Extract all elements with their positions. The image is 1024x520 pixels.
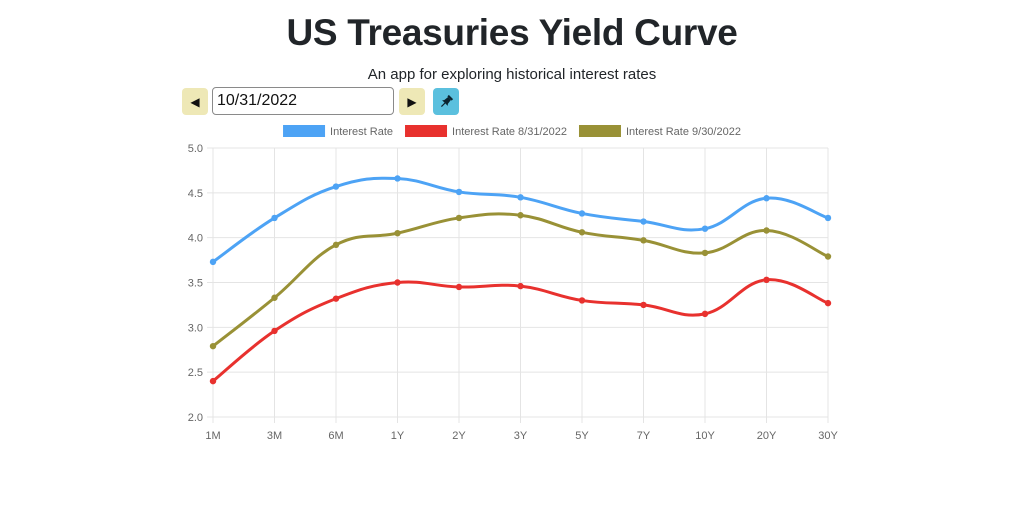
- data-point[interactable]: [824, 299, 832, 307]
- data-point[interactable]: [640, 218, 647, 225]
- previous-date-button[interactable]: ◀: [182, 88, 208, 115]
- legend-swatch: [405, 125, 448, 137]
- data-point[interactable]: [763, 195, 770, 202]
- legend-swatch: [578, 125, 621, 137]
- pin-button[interactable]: [433, 88, 459, 115]
- caret-right-icon: ▶: [407, 94, 417, 109]
- data-point[interactable]: [578, 229, 586, 236]
- x-tick-label: 3M: [267, 430, 282, 442]
- x-tick-label: 5Y: [575, 430, 589, 442]
- x-tick-label: 10Y: [695, 430, 715, 442]
- legend-label: Interest Rate: [330, 126, 393, 138]
- data-point[interactable]: [209, 377, 217, 385]
- data-point[interactable]: [517, 212, 524, 219]
- y-tick-label: 2.0: [188, 412, 203, 424]
- data-point[interactable]: [517, 194, 524, 201]
- x-tick-label: 7Y: [637, 430, 651, 442]
- x-tick-label: 1M: [205, 430, 220, 442]
- data-point[interactable]: [332, 183, 340, 190]
- legend-item[interactable]: Interest Rate: [283, 125, 393, 138]
- data-point[interactable]: [332, 295, 340, 302]
- data-point[interactable]: [640, 301, 647, 309]
- legend-label: Interest Rate 9/30/2022: [626, 126, 741, 138]
- y-tick-label: 2.5: [188, 367, 203, 379]
- x-tick-label: 6M: [328, 430, 343, 442]
- page-title: US Treasuries Yield Curve: [286, 12, 738, 53]
- legend-label: Interest Rate 8/31/2022: [452, 126, 567, 138]
- y-tick-label: 5.0: [188, 143, 203, 155]
- data-point[interactable]: [394, 229, 401, 237]
- x-tick-label: 1Y: [391, 430, 405, 442]
- data-point[interactable]: [332, 241, 340, 249]
- data-point[interactable]: [701, 225, 709, 232]
- y-tick-label: 4.5: [188, 188, 203, 200]
- data-point[interactable]: [209, 258, 217, 266]
- data-point[interactable]: [455, 214, 463, 222]
- data-point[interactable]: [578, 297, 586, 304]
- data-point[interactable]: [209, 342, 217, 350]
- data-point[interactable]: [455, 283, 463, 291]
- data-point[interactable]: [394, 175, 401, 182]
- next-date-button[interactable]: ▶: [399, 88, 425, 115]
- data-point[interactable]: [455, 188, 463, 196]
- legend-item[interactable]: Interest Rate 8/31/2022: [405, 125, 567, 138]
- y-tick-label: 4.0: [188, 233, 203, 245]
- data-point[interactable]: [394, 279, 401, 286]
- x-tick-label: 2Y: [452, 430, 466, 442]
- date-input[interactable]: [212, 87, 394, 115]
- data-point[interactable]: [271, 294, 278, 301]
- data-point[interactable]: [578, 210, 586, 217]
- y-tick-label: 3.0: [188, 322, 203, 334]
- legend-item[interactable]: Interest Rate 9/30/2022: [578, 125, 741, 138]
- data-point[interactable]: [763, 276, 770, 284]
- data-point[interactable]: [517, 282, 524, 290]
- y-tick-label: 3.5: [188, 278, 203, 290]
- page-subtitle: An app for exploring historical interest…: [367, 66, 657, 83]
- x-tick-label: 20Y: [757, 430, 777, 442]
- caret-left-icon: ◀: [190, 94, 200, 109]
- x-tick-label: 30Y: [818, 430, 838, 442]
- data-point[interactable]: [271, 327, 278, 335]
- data-point[interactable]: [640, 237, 647, 244]
- data-point[interactable]: [701, 310, 709, 318]
- x-tick-label: 3Y: [514, 430, 528, 442]
- data-point[interactable]: [271, 214, 278, 222]
- data-point[interactable]: [824, 214, 832, 222]
- pushpin-icon: [440, 94, 454, 107]
- data-point[interactable]: [824, 253, 832, 260]
- legend-swatch: [283, 125, 326, 137]
- data-point[interactable]: [701, 249, 709, 257]
- data-point[interactable]: [763, 227, 770, 234]
